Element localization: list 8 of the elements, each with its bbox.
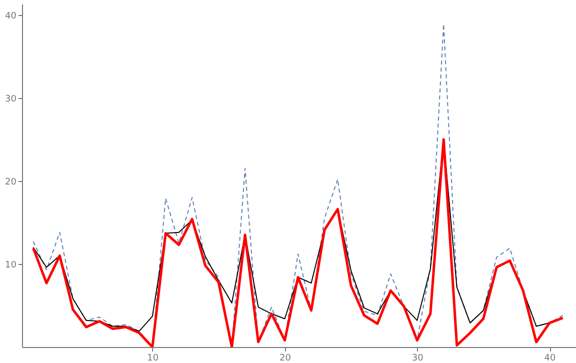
x-tick-label: 40 (544, 354, 556, 363)
y-tick-label: 30 (5, 94, 17, 104)
x-tick-label: 10 (147, 354, 159, 363)
y-tick-label: 40 (5, 11, 17, 22)
x-tick-label: 20 (280, 354, 292, 363)
y-tick-label: 10 (5, 260, 17, 270)
y-tick-label: 20 (5, 177, 17, 188)
x-tick-label: 30 (412, 354, 424, 363)
